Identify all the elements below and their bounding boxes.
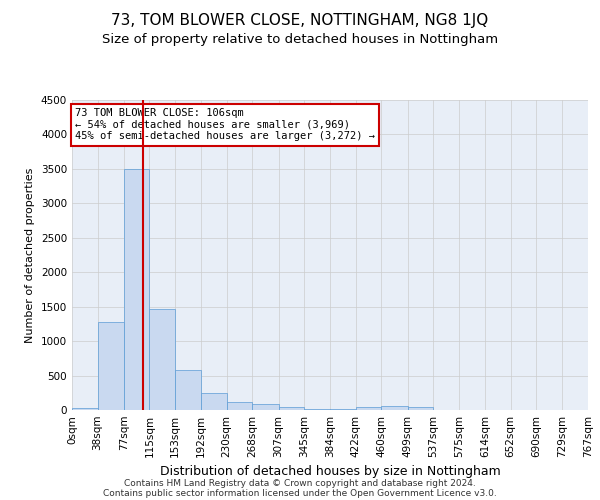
Bar xyxy=(124,169,149,410)
Bar xyxy=(304,408,331,410)
Bar xyxy=(382,406,408,410)
Bar xyxy=(149,308,175,410)
Y-axis label: Number of detached properties: Number of detached properties xyxy=(25,168,35,342)
Bar xyxy=(72,408,98,410)
Text: Contains public sector information licensed under the Open Government Licence v3: Contains public sector information licen… xyxy=(103,488,497,498)
Bar xyxy=(227,402,252,410)
Bar xyxy=(252,404,278,410)
Text: Contains HM Land Registry data © Crown copyright and database right 2024.: Contains HM Land Registry data © Crown c… xyxy=(124,478,476,488)
Text: 73 TOM BLOWER CLOSE: 106sqm
← 54% of detached houses are smaller (3,969)
45% of : 73 TOM BLOWER CLOSE: 106sqm ← 54% of det… xyxy=(74,108,374,142)
Bar xyxy=(331,408,356,410)
X-axis label: Distribution of detached houses by size in Nottingham: Distribution of detached houses by size … xyxy=(160,466,500,478)
Text: 73, TOM BLOWER CLOSE, NOTTINGHAM, NG8 1JQ: 73, TOM BLOWER CLOSE, NOTTINGHAM, NG8 1J… xyxy=(112,12,488,28)
Bar xyxy=(356,407,382,410)
Text: Size of property relative to detached houses in Nottingham: Size of property relative to detached ho… xyxy=(102,32,498,46)
Bar xyxy=(175,370,201,410)
Bar xyxy=(98,322,124,410)
Bar xyxy=(408,406,433,410)
Bar xyxy=(201,394,227,410)
Bar xyxy=(278,406,304,410)
